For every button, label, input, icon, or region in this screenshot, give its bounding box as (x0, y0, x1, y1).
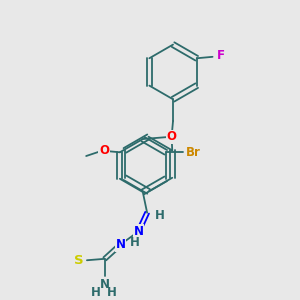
Text: N: N (116, 238, 126, 251)
Text: F: F (217, 50, 225, 62)
Text: H: H (107, 286, 117, 299)
Text: N: N (100, 278, 110, 291)
Text: Br: Br (186, 146, 200, 159)
Text: N: N (134, 225, 143, 238)
Text: S: S (74, 254, 84, 267)
Text: O: O (99, 144, 109, 157)
Text: O: O (167, 130, 177, 143)
Text: H: H (91, 286, 101, 299)
Text: H: H (155, 209, 165, 222)
Text: H: H (130, 236, 140, 250)
